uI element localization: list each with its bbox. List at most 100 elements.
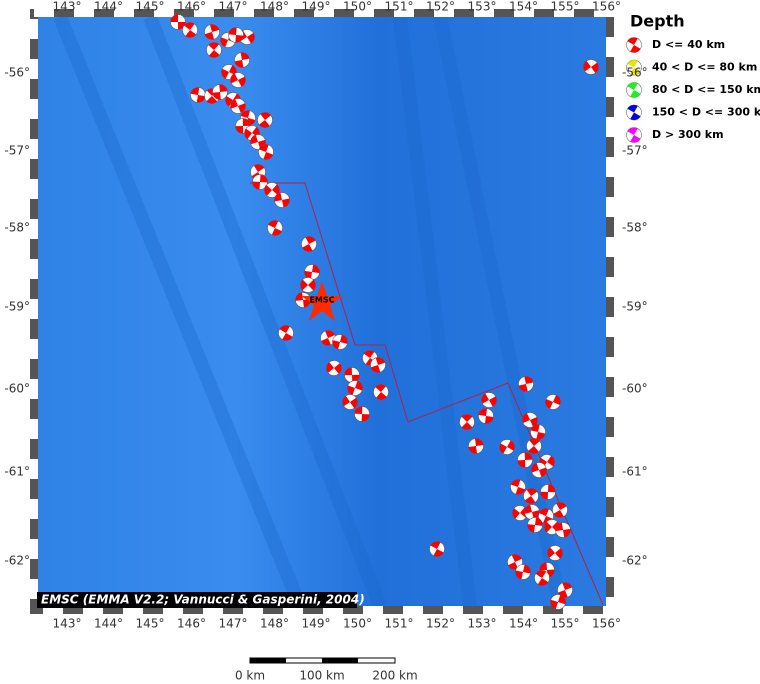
beachball [204,24,220,40]
beachball-quadrant [430,541,444,557]
beachball-quadrant [170,14,186,30]
beachball-quadrant [557,582,573,598]
beachball-quadrant [234,52,250,68]
lat-label: -62° [622,554,648,568]
credit: EMSC (EMMA V2.2; Vannucci & Gasperini, 2… [41,593,365,607]
earthquakes [170,14,599,610]
beachball-quadrant [228,27,244,43]
beachball [550,594,566,610]
scale-label: 0 km [235,669,265,681]
beachball [230,98,246,114]
beachball-quadrant [332,334,348,350]
beachball [555,522,571,538]
beachball [344,367,360,383]
lon-label: 145° [136,0,165,14]
beachball-quadrant [524,504,540,520]
lon-label: 148° [260,0,289,14]
beachball [526,438,542,454]
beachball-quadrant [517,452,533,468]
beachball [626,127,642,143]
beachball-quadrant [208,42,220,58]
beachball-quadrant [264,184,280,196]
beachball [481,392,497,408]
beachball-quadrant [190,87,206,103]
beachball [522,412,538,428]
beachball [212,84,228,100]
region-outline [250,182,604,606]
lat-label: -62° [4,554,30,568]
beachball-quadrant [627,105,641,120]
lon-label: 146° [177,617,206,631]
beachball [370,357,386,373]
lon-label: 145° [136,617,165,631]
beachball-quadrant [499,440,515,454]
beachball-quadrant [555,522,571,538]
lon-label: 152° [426,0,455,14]
beachball [274,192,290,208]
beachball [557,582,573,598]
beachball [300,277,316,293]
beachball [267,220,283,236]
beachball-quadrant [627,127,641,143]
beachball-quadrant [547,547,563,559]
epicenter-star [301,281,343,321]
beachball-quadrant [295,292,311,308]
lon-label: 152° [426,617,455,631]
beachball-quadrant [259,112,271,128]
beachball-quadrant [461,414,473,430]
beachball [626,82,642,98]
beachball-quadrant [550,594,566,610]
lon-label: 147° [219,617,248,631]
beachball [459,414,475,430]
beachball [527,517,543,533]
beachball [252,174,268,190]
beachball [518,376,534,392]
beachball-quadrant [354,406,370,422]
beachball [182,22,198,38]
beachball [499,439,515,455]
lon-label: 147° [219,0,248,14]
beachball-quadrant [279,325,293,341]
lon-label: 155° [551,617,580,631]
lon-label: 156° [592,0,621,14]
lon-label: 143° [53,0,82,14]
beachball [278,325,294,341]
beachball [354,406,370,422]
beachball-quadrant [540,484,556,500]
beachball-quadrant [478,408,494,424]
beachball-quadrant [583,60,599,74]
beachball-quadrant [225,93,241,107]
beachball-quadrant [512,507,528,519]
beachball [347,380,363,396]
beachball [626,104,642,121]
beachball [332,334,348,350]
beachball [583,59,599,75]
lon-label: 149° [302,617,331,631]
beachball [304,264,320,280]
lon-label: 153° [468,0,497,14]
beachball-quadrant [251,164,265,180]
beachball-quadrant [527,517,543,533]
beachball-quadrant [304,264,320,280]
lon-label: 150° [343,617,372,631]
legend-label: D <= 40 km [652,38,725,51]
beachball-quadrant [535,570,549,586]
beachball [510,479,526,495]
beachball [534,570,550,586]
scale-label: 100 km [299,669,344,681]
beachball [373,384,389,400]
beachball-quadrant [531,462,547,478]
beachball [326,360,342,376]
beachball-quadrant [268,220,282,236]
beachball-quadrant [627,60,641,75]
beachball [320,330,336,346]
beachball-quadrant [528,438,540,454]
epicenter-label: EMSC [309,296,334,305]
lat-label: -56° [4,66,30,80]
beachball [301,236,317,252]
beachball [468,438,484,454]
beachball-quadrant [342,395,358,409]
beachball-quadrant [321,330,335,346]
lon-label: 155° [551,0,580,14]
